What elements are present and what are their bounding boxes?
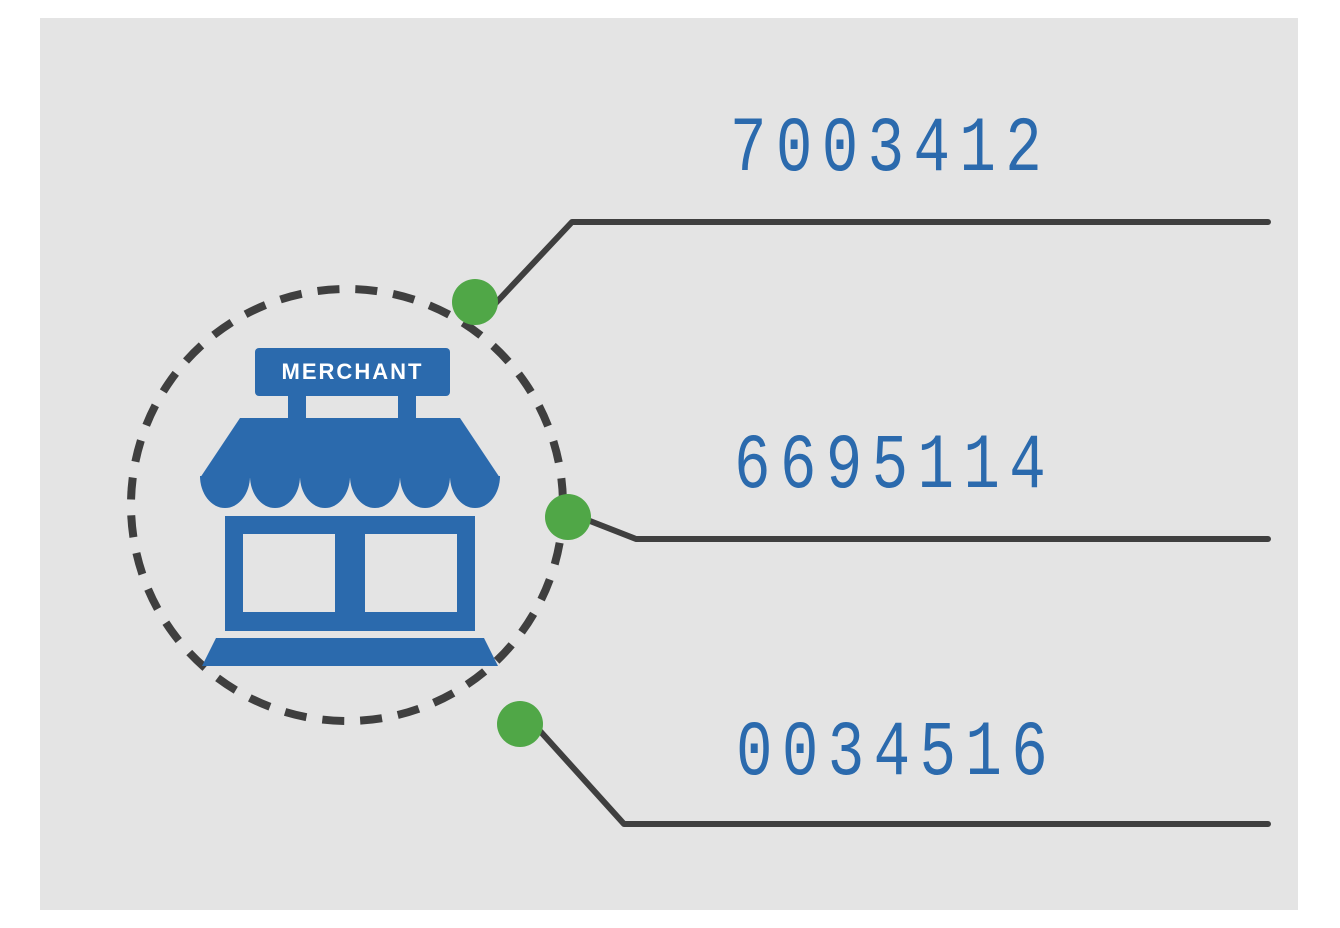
callout-leaders	[40, 18, 1298, 910]
infographic-panel: MERCHANT	[40, 18, 1298, 910]
leader-line-0	[493, 222, 1268, 306]
callout-dot-0	[452, 279, 498, 325]
callout-number-0: 7003412	[730, 106, 1051, 194]
leader-line-1	[590, 521, 1268, 539]
callout-dot-1	[545, 494, 591, 540]
callout-dot-2	[497, 701, 543, 747]
callout-number-2: 0034516	[736, 710, 1057, 798]
callout-number-1: 6695114	[734, 423, 1055, 511]
stage: MERCHANT	[40, 18, 1298, 910]
